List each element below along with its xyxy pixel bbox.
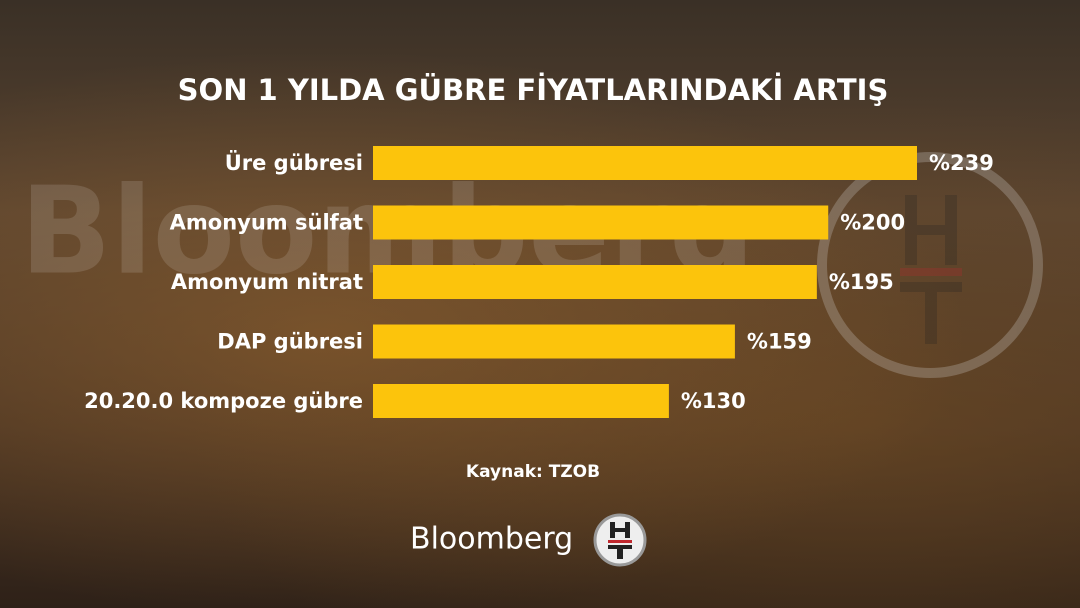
category-label: Üre gübresi [225,150,363,175]
logo-shape [617,545,623,559]
bar [373,324,735,359]
brand-logo [593,513,647,567]
chart-title: SON 1 YILDA GÜBRE FİYATLARINDAKİ ARTIŞ [178,73,889,107]
logo-shape [900,268,962,276]
category-label: 20.20.0 kompoze gübre [84,389,363,413]
value-label: %195 [829,270,894,294]
bar [373,265,817,299]
bar [373,205,829,240]
value-label: %239 [929,151,994,175]
logo-ring [817,152,1043,378]
category-label: Amonyum sülfat [170,211,363,235]
value-label: %130 [681,389,746,413]
bar [373,146,917,180]
watermark-logo [817,152,1043,378]
bar [373,384,669,418]
logo-shape [905,225,957,235]
logo-shape [945,195,957,265]
category-label: Amonyum nitrat [171,270,363,294]
logo-shape [905,195,917,265]
value-label: %200 [840,211,905,235]
logo-shape [608,540,632,543]
category-label: DAP gübresi [217,330,363,354]
brand-logo-text: Bloomberg [410,522,573,557]
logo-shape [900,282,962,292]
logo-shape [610,528,630,532]
value-label: %159 [747,330,812,354]
source-note: Kaynak: TZOB [466,462,600,482]
logo-shape [925,282,937,344]
